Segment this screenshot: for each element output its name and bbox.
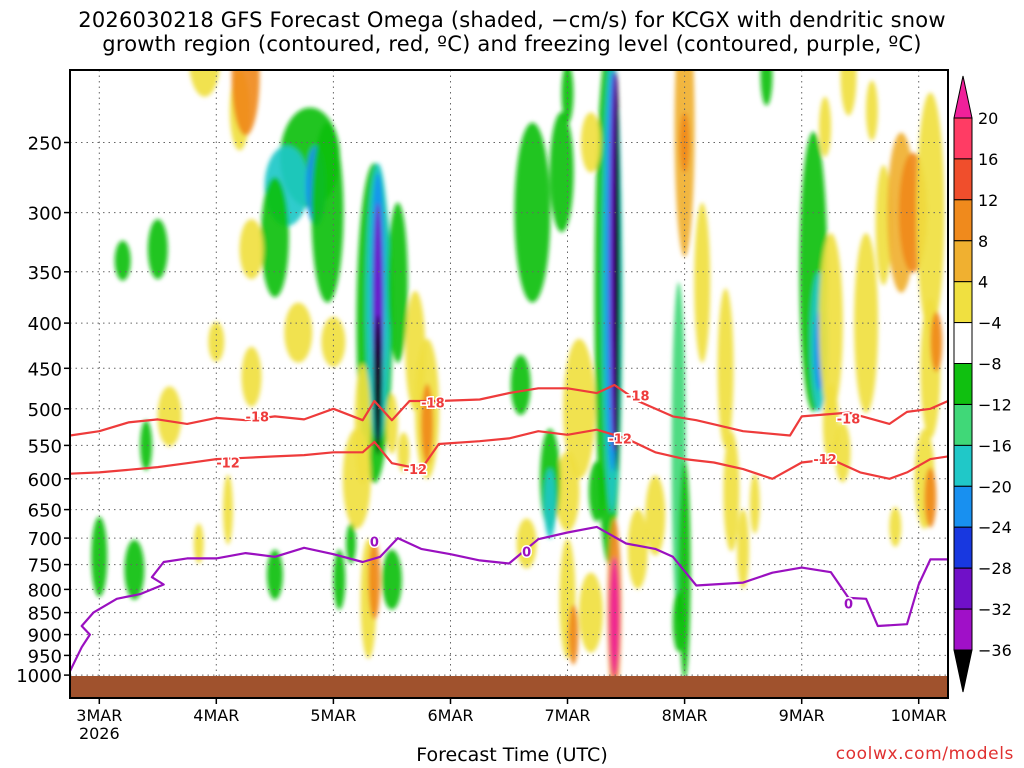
contour-label: -12 xyxy=(404,463,428,478)
colorbar-swatch xyxy=(953,158,973,201)
y-tick-label: 900 xyxy=(28,626,62,647)
y-tick-label: 300 xyxy=(28,204,62,225)
colorbar-swatch xyxy=(953,199,973,242)
colorbar-label: −8 xyxy=(978,355,1002,374)
contour-label: -18 xyxy=(837,413,861,428)
colorbar-label: 12 xyxy=(978,191,998,210)
y-tick-label: 600 xyxy=(28,470,62,491)
chart-title-line-2: growth region (contoured, red, ºC) and f… xyxy=(102,32,922,56)
colorbar-swatch xyxy=(953,281,973,324)
colorbar-label: −36 xyxy=(978,641,1012,660)
x-tick-label: 10MAR xyxy=(891,706,947,725)
x-tick-label: 7MAR xyxy=(544,706,590,725)
y-tick-label: 500 xyxy=(28,400,62,421)
contour-label: -18 xyxy=(246,410,270,425)
colorbar-swatch xyxy=(953,567,973,610)
y-tick-label: 950 xyxy=(28,646,62,667)
contour-label: -12 xyxy=(608,432,632,447)
colorbar-swatch xyxy=(953,404,973,446)
colorbar-label: −4 xyxy=(978,314,1002,333)
y-tick-label: 800 xyxy=(28,580,62,601)
contour-label: -18 xyxy=(626,390,650,405)
x-tick-year-label: 2026 xyxy=(79,724,120,743)
y-tick-label: 400 xyxy=(28,314,62,335)
colorbar-label: −32 xyxy=(978,600,1012,619)
colorbar-swatch xyxy=(953,322,973,365)
site-credit: coolwx.com/models xyxy=(835,744,1014,764)
y-tick-label: 1000 xyxy=(16,666,62,687)
x-tick-label: 5MAR xyxy=(310,706,356,725)
colorbar-label: −16 xyxy=(978,436,1012,455)
y-tick-label: 650 xyxy=(28,501,62,522)
colorbar-label: −20 xyxy=(978,477,1012,496)
colorbar-label: 8 xyxy=(978,232,988,251)
chart-title-line-1: 2026030218 GFS Forecast Omega (shaded, −… xyxy=(78,8,946,32)
colorbar-label: −12 xyxy=(978,396,1012,415)
contour-lines: -18 -18 -18 -18 -12 -12 -12 -12 0 0 0 xyxy=(70,383,948,672)
x-axis-label: Forecast Time (UTC) xyxy=(416,744,608,766)
y-tick-label: 250 xyxy=(28,134,62,155)
contour-label: 0 xyxy=(370,535,379,550)
colorbar-bottom-arrow xyxy=(953,649,973,693)
x-tick-label: 6MAR xyxy=(427,706,473,725)
colorbar-label: 4 xyxy=(978,273,988,292)
y-tick-label: 850 xyxy=(28,604,62,625)
colorbar-label: −28 xyxy=(978,559,1012,578)
contour-line-dgz-minus-18 xyxy=(70,383,948,437)
x-tick-label: 8MAR xyxy=(662,706,708,725)
contour-label: -18 xyxy=(421,397,445,412)
colorbar-label: 20 xyxy=(978,109,998,128)
y-tick-label: 750 xyxy=(28,556,62,577)
y-tick-label: 550 xyxy=(28,436,62,457)
contour-line-freezing-level-0 xyxy=(70,525,948,672)
contour-label: 0 xyxy=(522,546,531,561)
contour-label: -12 xyxy=(813,453,837,468)
colorbar-swatch xyxy=(953,526,973,569)
contour-label: -12 xyxy=(216,457,240,472)
colorbar-swatch xyxy=(953,444,973,487)
colorbar-swatch xyxy=(953,117,973,160)
colorbar-label: 16 xyxy=(978,150,998,169)
colorbar-swatch xyxy=(953,608,973,651)
x-tick-label: 3MAR xyxy=(76,706,122,725)
colorbar-legend: 20 16 12 8 4 −4 −8 −12 −16 −20 −24 −28 −32 −36 xyxy=(953,75,1012,693)
ground-terrain xyxy=(70,676,948,698)
grid-lines xyxy=(70,70,948,698)
x-tick-label: 9MAR xyxy=(779,706,825,725)
colorbar-swatch xyxy=(953,485,973,528)
x-tick-label: 4MAR xyxy=(193,706,239,725)
contour-line-dgz-minus-12 xyxy=(70,428,948,480)
plot-area: -18 -18 -18 -18 -12 -12 -12 -12 0 0 0 xyxy=(69,69,949,699)
contour-label: 0 xyxy=(844,598,853,613)
y-axis: 2503003504004505005506006507007508008509… xyxy=(16,134,70,687)
colorbar-swatch xyxy=(953,240,973,283)
y-tick-label: 450 xyxy=(28,359,62,380)
colorbar-top-arrow xyxy=(953,75,973,119)
y-tick-label: 700 xyxy=(28,529,62,550)
colorbar-swatch xyxy=(953,363,973,405)
colorbar-label: −24 xyxy=(978,518,1012,537)
y-tick-label: 350 xyxy=(28,263,62,284)
plot-frame xyxy=(69,69,949,699)
